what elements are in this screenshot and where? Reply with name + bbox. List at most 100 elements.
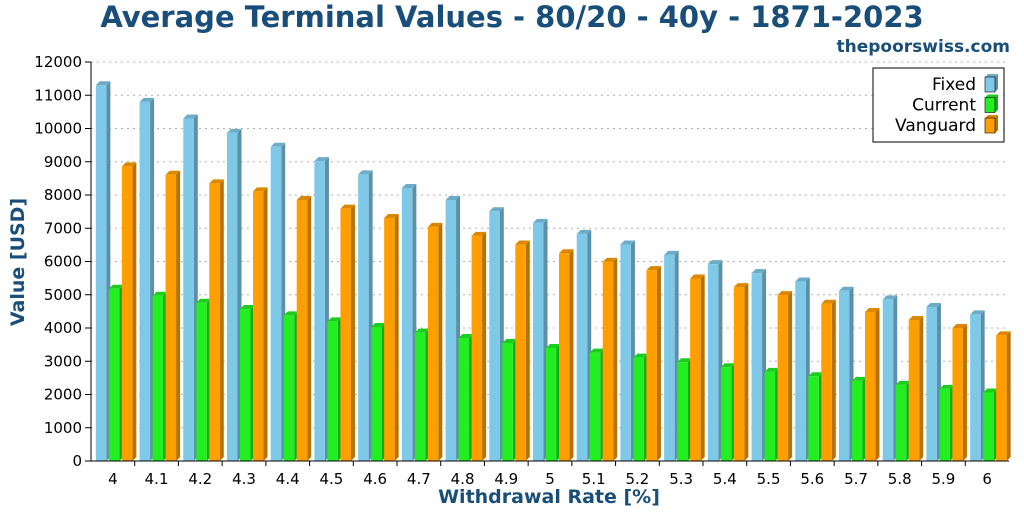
bar-vanguard-5.1: [602, 257, 618, 461]
bar-current-5.5: [764, 367, 780, 461]
x-axis-ticks: 4 4.1 4.2 4.3 4.4 4.5 4.6 4.7 4.8 4.9 5 5.1 5.2 5.3 5.…: [108, 461, 992, 488]
bar-top: [908, 316, 924, 321]
legend-swatch-top: [985, 74, 998, 77]
bar-current-4.1: [152, 291, 168, 461]
bar-top: [95, 81, 111, 86]
bar-side: [831, 299, 836, 461]
bar-front: [795, 281, 806, 461]
bar-front: [227, 132, 238, 461]
bar-top: [253, 187, 268, 192]
bar-current-5: [546, 343, 561, 461]
bar-top: [533, 218, 548, 223]
bar-top: [808, 372, 823, 377]
bar-fixed-6: [970, 310, 985, 461]
bar-top: [602, 257, 618, 262]
y-tick-label: 10000: [34, 120, 82, 138]
x-tick-label: 5.2: [625, 470, 649, 488]
bar-fixed-4.1: [139, 97, 155, 462]
bar-front: [401, 188, 413, 461]
bar-front: [183, 118, 194, 462]
bar-current-5.3: [677, 358, 692, 461]
bar-front: [895, 384, 907, 461]
bar-fixed-5.7: [839, 286, 854, 461]
x-tick-label: 4.3: [232, 470, 256, 488]
x-tick-label: 5.9: [931, 470, 955, 488]
bar-top: [677, 358, 692, 363]
bars: [95, 81, 1011, 462]
bar-current-4.9: [502, 338, 517, 461]
x-tick-label: 5.8: [888, 470, 912, 488]
bar-vanguard-5.7: [865, 308, 880, 461]
bar-front: [546, 347, 557, 461]
y-tick-label: 12000: [34, 53, 82, 71]
bar-top: [183, 114, 198, 119]
legend-swatch-fixed: [984, 76, 996, 93]
bar-top: [296, 195, 312, 200]
bar-side: [482, 231, 487, 461]
bar-top: [952, 324, 967, 328]
bar-front: [882, 299, 894, 461]
bar-front: [533, 222, 544, 461]
bar-fixed-5.5: [751, 269, 767, 461]
bar-fixed-4.7: [401, 184, 417, 461]
bar-vanguard-4.5: [340, 204, 355, 461]
bar-top: [559, 249, 574, 254]
bar-front: [839, 290, 850, 461]
bar-front: [908, 320, 920, 461]
bar-top: [795, 277, 810, 282]
bar-vanguard-4.2: [209, 179, 224, 462]
bar-top: [895, 380, 911, 385]
bar-side: [438, 222, 443, 461]
bar-front: [996, 335, 1007, 461]
bar-front: [821, 303, 832, 461]
x-tick-label: 4.9: [494, 470, 518, 488]
legend-box: [872, 67, 1005, 143]
x-tick-label: 5: [545, 470, 555, 488]
legend-swatch-top: [985, 94, 998, 98]
bar-fixed-5.8: [882, 295, 898, 461]
bar-top: [283, 311, 299, 316]
y-axis-title: Value [USD]: [7, 198, 29, 326]
bar-front: [970, 314, 981, 461]
bar-top: [865, 308, 880, 313]
bar-front: [865, 312, 876, 461]
bar-top: [108, 284, 124, 289]
y-tick-label: 2000: [44, 386, 82, 404]
bar-top: [620, 240, 635, 245]
bar-top: [515, 240, 530, 245]
bar-front: [664, 254, 675, 461]
legend-swatch-side: [995, 115, 998, 133]
bar-side: [307, 195, 312, 462]
bar-fixed-5.4: [707, 260, 723, 461]
bar-side: [219, 179, 224, 462]
x-tick-label: 4.2: [188, 470, 212, 488]
bar-current-4.6: [371, 323, 386, 461]
bar-current-5.8: [895, 380, 911, 461]
bar-front: [371, 327, 382, 461]
bar-front: [733, 287, 745, 461]
bar-vanguard-6: [996, 331, 1011, 461]
bar-vanguard-5.8: [908, 316, 924, 461]
bar-front: [489, 211, 500, 461]
bar-top: [327, 317, 342, 322]
bar-top: [340, 204, 355, 209]
bar-vanguard-5.2: [646, 266, 661, 461]
bar-fixed-4.8: [445, 195, 461, 462]
bar-top: [427, 222, 443, 227]
bar-side: [962, 324, 967, 461]
x-tick-label: 4.4: [276, 470, 300, 488]
bar-fixed-5.6: [795, 277, 810, 461]
bar-top: [471, 231, 487, 236]
bar-front: [852, 380, 863, 461]
bar-top: [152, 291, 168, 296]
bar-top: [371, 323, 386, 328]
bar-current-5.2: [633, 353, 648, 461]
bar-front: [209, 183, 220, 462]
brand-label: thepoorswiss.com: [837, 37, 1011, 57]
bar-side: [525, 240, 530, 461]
bar-top: [227, 128, 242, 133]
bar-front: [808, 376, 819, 461]
bar-top: [983, 388, 998, 393]
bar-side: [656, 266, 661, 461]
legend-label-current: Current: [912, 96, 976, 116]
